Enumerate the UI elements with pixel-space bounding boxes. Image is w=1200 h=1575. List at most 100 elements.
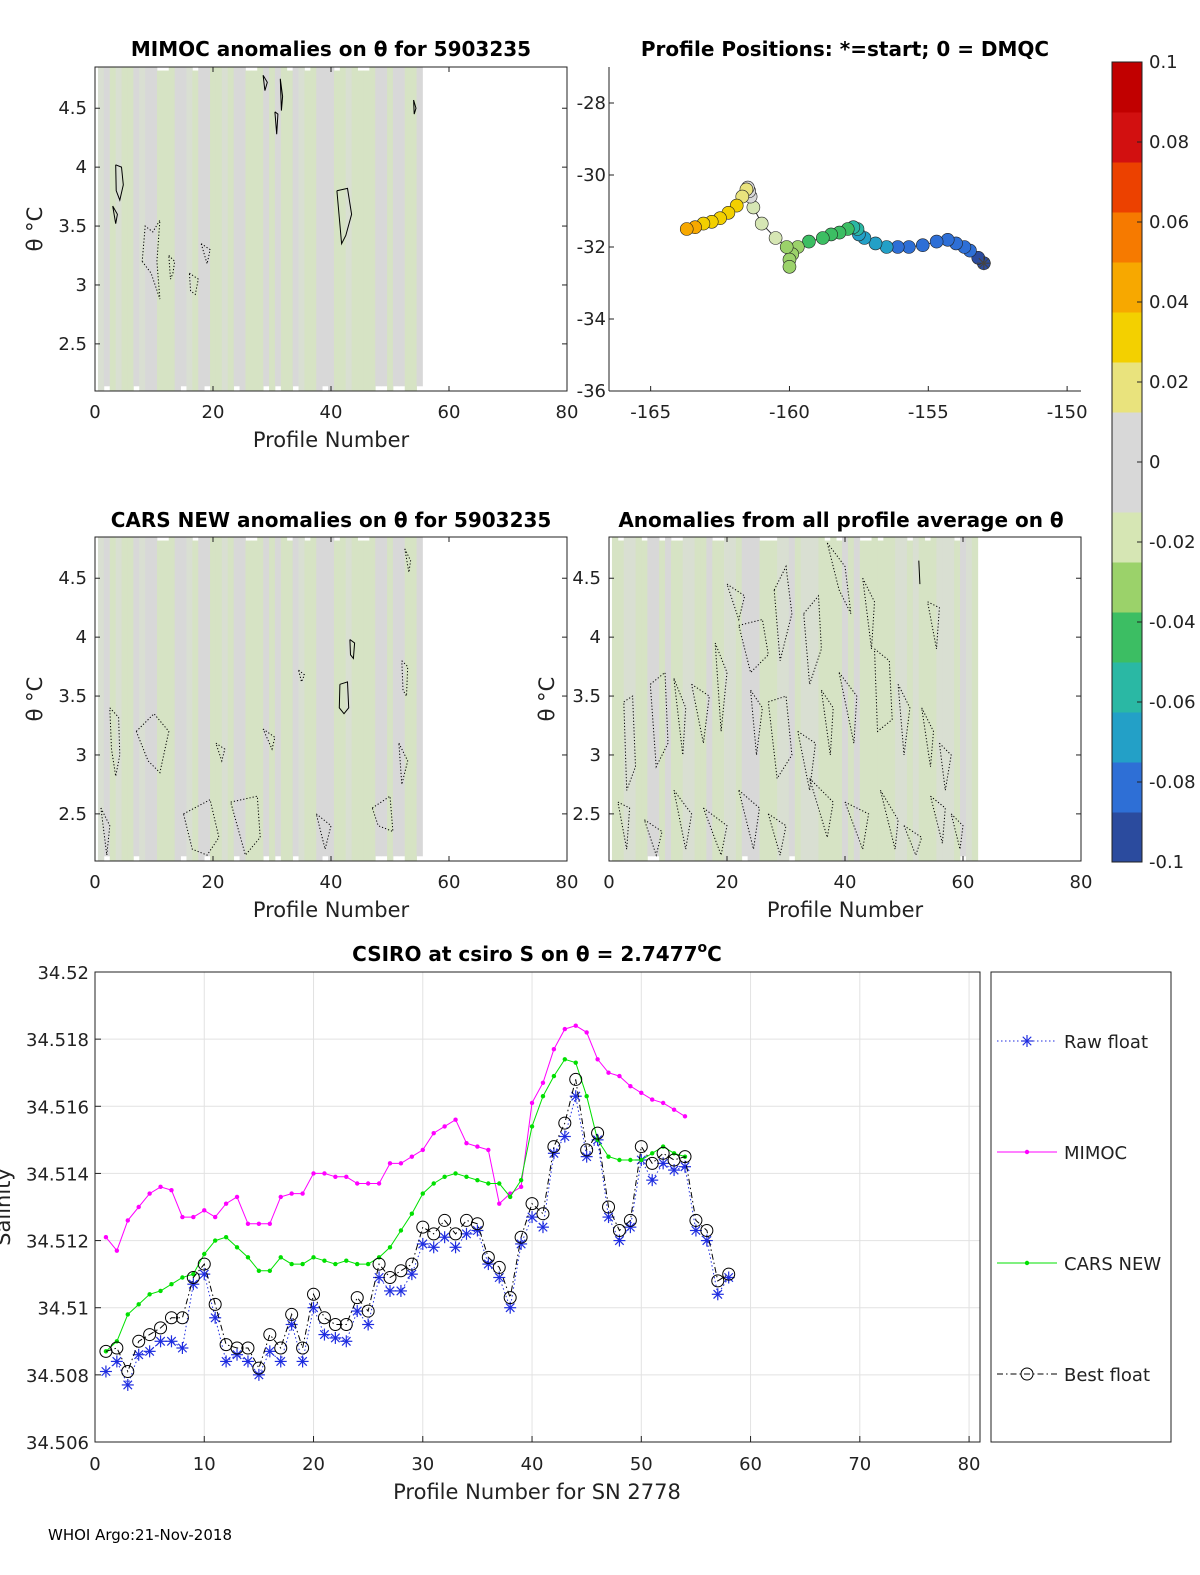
csiro-ytick-label: 34.512 bbox=[26, 1232, 89, 1253]
csiro-series-marker bbox=[125, 1218, 130, 1223]
positions-profile-marker bbox=[915, 238, 930, 252]
cars-field-column bbox=[145, 537, 152, 861]
csiro-series-marker bbox=[678, 1150, 692, 1164]
cars-field-column bbox=[139, 537, 146, 861]
csiro-series-marker bbox=[296, 1355, 309, 1368]
csiro-series-marker bbox=[180, 1214, 185, 1220]
cars-field-column bbox=[180, 537, 187, 857]
positions-xtick-label: -160 bbox=[769, 402, 810, 423]
cars-contour-dotted bbox=[215, 742, 226, 763]
csiro-series-marker bbox=[562, 1026, 568, 1032]
allavg-xtick-label: 40 bbox=[834, 872, 857, 893]
csiro-series-marker bbox=[114, 1339, 120, 1344]
csiro-series-marker bbox=[529, 1100, 535, 1106]
allavg-field-column bbox=[718, 540, 725, 861]
cars-field-column bbox=[115, 537, 122, 861]
mimoc-xtick-label: 20 bbox=[202, 402, 225, 423]
csiro-series-marker bbox=[536, 1207, 550, 1221]
cars-field-column bbox=[192, 540, 199, 861]
cars-contour-dotted bbox=[109, 707, 121, 777]
csiro-series-marker bbox=[650, 1097, 655, 1102]
allavg-field-column bbox=[682, 537, 690, 861]
csiro-series-marker-stroke bbox=[385, 1286, 395, 1296]
mimoc-field-column bbox=[269, 67, 276, 391]
csiro-series-marker bbox=[186, 1271, 200, 1284]
mimoc-field-column bbox=[121, 67, 128, 391]
allavg-ytick-label: 4.5 bbox=[572, 568, 601, 589]
csiro-series-marker bbox=[711, 1288, 724, 1301]
mimoc-ylabel: θ °C bbox=[23, 207, 47, 252]
csiro-series-marker bbox=[416, 1220, 430, 1234]
csiro-series-marker bbox=[158, 1184, 163, 1190]
mimoc-field-column bbox=[363, 70, 370, 391]
colorbar-tick-label: 0.02 bbox=[1149, 372, 1189, 393]
cars-xtick-label: 20 bbox=[202, 872, 225, 893]
csiro-series-marker-stroke bbox=[276, 1356, 286, 1367]
allavg-contour-solid bbox=[918, 560, 921, 585]
allavg-contour-dotted bbox=[773, 564, 793, 661]
csiro-series-marker-stroke bbox=[308, 1303, 319, 1313]
positions-profile-marker bbox=[929, 234, 944, 249]
mimoc-xtick-label: 0 bbox=[89, 402, 100, 423]
csiro-series-marker-stroke bbox=[571, 1091, 581, 1101]
mimoc-field-column bbox=[375, 67, 382, 387]
csiro-series-marker-stroke bbox=[669, 1165, 679, 1175]
csiro-series-marker bbox=[202, 1251, 207, 1257]
cars-field-column bbox=[168, 537, 176, 861]
csiro-series-marker bbox=[252, 1361, 266, 1375]
csiro-series-marker bbox=[645, 1156, 659, 1170]
csiro-series-marker-stroke bbox=[330, 1333, 341, 1343]
allavg-field-column bbox=[800, 537, 808, 861]
mimoc-ytick-label: 3 bbox=[76, 275, 87, 296]
allavg-title: Anomalies from all profile average on θ bbox=[618, 508, 1063, 532]
colorbar-tick-label: -0.08 bbox=[1149, 772, 1196, 793]
csiro-legend: Raw float MIMOC CARS NEW Best float bbox=[990, 971, 1172, 1443]
mimoc-contour-solid bbox=[413, 99, 417, 115]
positions-y-ticks: -28 -30 -32 -34 -36 bbox=[577, 93, 614, 402]
cars-field-column bbox=[245, 540, 252, 861]
allavg-y-ticks: 2.5 3 3.5 4 4.5 bbox=[572, 568, 1081, 825]
csiro-series-marker bbox=[591, 1126, 605, 1140]
cars-contour-dotted bbox=[135, 712, 170, 774]
allavg-field-column bbox=[771, 540, 778, 861]
csiro-series-marker bbox=[373, 1271, 386, 1284]
allavg-contour-dotted bbox=[643, 819, 663, 857]
mimoc-field-column bbox=[304, 70, 311, 391]
cars-field-column bbox=[387, 537, 394, 861]
csiro-series-marker bbox=[110, 1355, 123, 1368]
cars-field-column bbox=[310, 537, 317, 861]
csiro-series-marker bbox=[420, 1191, 425, 1196]
allavg-field-column bbox=[818, 537, 825, 861]
csiro-series-marker-stroke bbox=[450, 1242, 461, 1252]
colorbar-tick-label: 0.04 bbox=[1149, 292, 1189, 313]
allavg-contour-dotted bbox=[844, 801, 870, 852]
csiro-series-marker bbox=[263, 1328, 277, 1342]
cars-field bbox=[97, 537, 423, 861]
mimoc-x-ticks: 0 20 40 60 80 bbox=[89, 67, 578, 423]
csiro-series-marker bbox=[650, 1151, 655, 1156]
colorbar-cell bbox=[1112, 812, 1142, 863]
positions-ytick-label: -32 bbox=[577, 237, 606, 258]
mimoc-field-column bbox=[322, 67, 329, 387]
csiro-series-marker bbox=[339, 1318, 353, 1331]
csiro-series-marker bbox=[398, 1161, 404, 1166]
csiro-series-marker bbox=[540, 1080, 546, 1085]
csiro-series-marker bbox=[624, 1221, 637, 1234]
positions-ytick-label: -30 bbox=[577, 165, 606, 186]
csiro-series-marker bbox=[634, 1140, 648, 1154]
cars-field-column bbox=[162, 540, 170, 861]
positions-ytick-label: -28 bbox=[577, 93, 606, 114]
csiro-xlabel: Profile Number for SN 2778 bbox=[393, 1480, 681, 1504]
allavg-contour-dotted bbox=[862, 577, 876, 649]
csiro-series-marker-stroke bbox=[483, 1259, 494, 1269]
mimoc-contour-solid bbox=[274, 111, 279, 135]
cars-contour-dotted bbox=[183, 798, 220, 856]
colorbar: 0.1 0.08 0.06 0.04 0.02 0 -0.02 -0.04 -0.06 -0.08… bbox=[1111, 52, 1196, 873]
allavg-contour-dotted bbox=[826, 542, 852, 614]
csiro-title-sup: o bbox=[698, 940, 708, 956]
legend-items: Raw float MIMOC CARS NEW Best float bbox=[997, 1032, 1161, 1386]
csiro-series-marker bbox=[311, 1255, 316, 1260]
csiro-series-marker bbox=[267, 1221, 273, 1226]
positions-xtick-label: -165 bbox=[630, 402, 671, 423]
csiro-series-marker bbox=[486, 1147, 491, 1153]
